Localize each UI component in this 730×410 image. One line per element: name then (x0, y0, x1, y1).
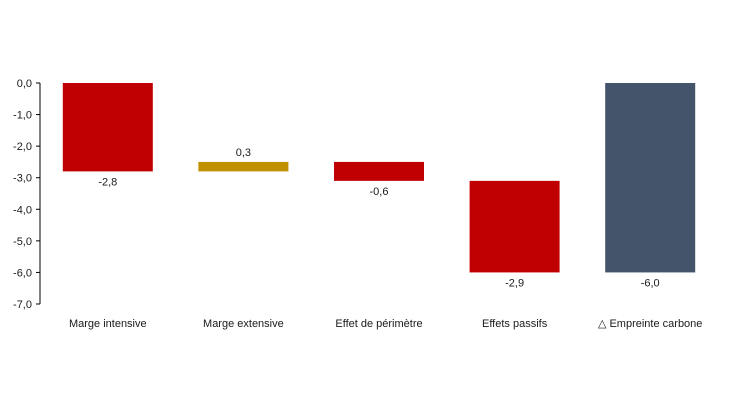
x-category-label: Marge extensive (203, 318, 284, 330)
y-tick-label: 0,0 (17, 78, 32, 90)
y-tick-label: -1,0 (13, 110, 32, 122)
y-axis: 0,0 -1,0 -2,0 -3,0 -4,0 -5,0 -6,0 -7,0 (13, 78, 41, 311)
bar-4 (469, 180, 560, 273)
bar-3 (334, 161, 424, 181)
x-axis: Marge intensive Marge extensive Effet de p… (69, 318, 702, 330)
data-label-2: 0,3 (236, 147, 251, 159)
y-tick-label: -2,0 (13, 141, 32, 153)
y-tick-label: -6,0 (13, 267, 32, 279)
x-category-label: △ Empreinte carbone (598, 318, 702, 330)
data-labels: -2,8 0,3 -0,6 -2,9 -6,0 (98, 147, 659, 289)
x-category-label: Effet de périmètre (335, 318, 422, 330)
x-category-label: Effets passifs (482, 318, 548, 330)
bar-2 (198, 161, 289, 172)
y-tick-label: -4,0 (13, 204, 32, 216)
bar-1 (62, 83, 153, 172)
data-label-3: -0,6 (370, 186, 389, 198)
bars (62, 83, 696, 273)
x-category-label: Marge intensive (69, 318, 147, 330)
data-label-5: -6,0 (641, 277, 660, 289)
data-label-4: -2,9 (505, 277, 524, 289)
bar-5 (605, 83, 696, 273)
y-tick-label: -3,0 (13, 173, 32, 185)
y-tick-label: -5,0 (13, 236, 32, 248)
data-label-1: -2,8 (98, 176, 117, 188)
y-tick-label: -7,0 (13, 299, 32, 311)
